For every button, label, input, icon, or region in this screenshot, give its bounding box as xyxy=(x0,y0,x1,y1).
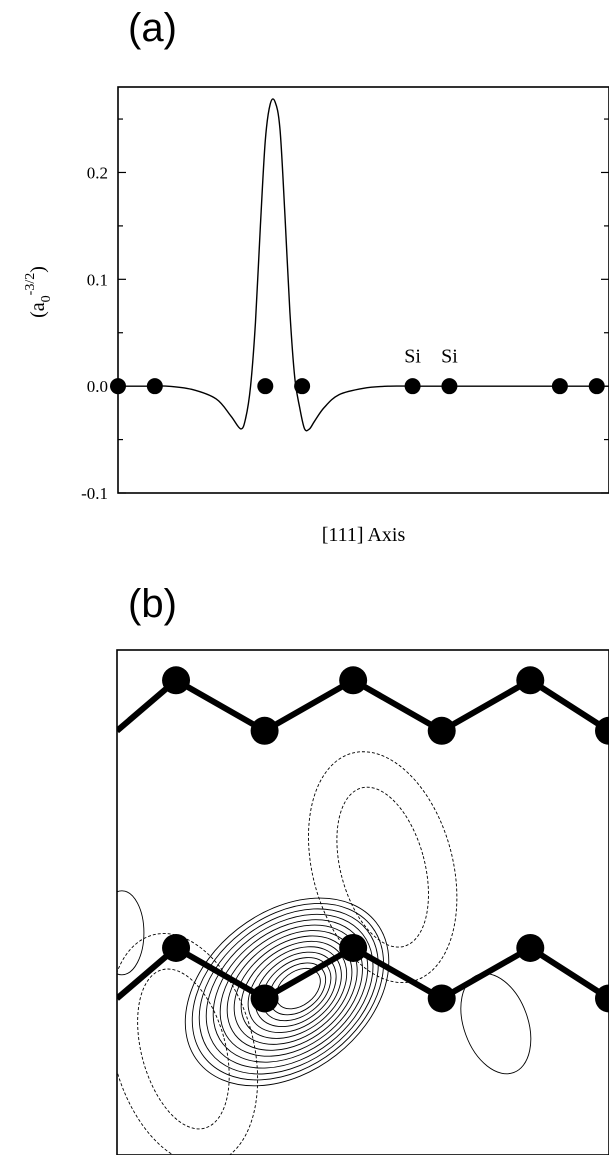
contour-negative xyxy=(336,786,429,948)
x-axis-label: [111] Axis xyxy=(322,524,406,546)
contour-positive xyxy=(460,973,532,1075)
atom-marker xyxy=(250,716,279,745)
atom-markers-b xyxy=(162,666,609,1013)
y-axis-label-sub: 0 xyxy=(39,295,54,302)
line-chart-a: -0.1 0.0 0.1 0.2 Si Si [111] Axis (a0-3/2) xyxy=(23,86,609,546)
contour-negative xyxy=(137,968,230,1130)
y-tick-labels: -0.1 0.0 0.1 0.2 xyxy=(81,163,108,503)
plot-frame xyxy=(117,86,609,494)
atom-markers xyxy=(110,378,605,395)
atom-marker xyxy=(257,378,274,395)
y-axis-label: (a0-3/2) xyxy=(23,266,54,318)
atom-marker xyxy=(551,378,568,395)
y-tick-label: 0.0 xyxy=(87,377,108,396)
atom-marker xyxy=(404,378,421,395)
atom-marker xyxy=(294,378,311,395)
panel-a-label: (a) xyxy=(128,6,177,50)
contour-negative xyxy=(117,933,259,1155)
contour-lines xyxy=(117,751,532,1155)
atom-marker xyxy=(595,716,609,745)
contour-positive xyxy=(226,930,358,1051)
atom-marker xyxy=(339,666,368,695)
atom-marker xyxy=(250,984,279,1013)
y-tick-label: 0.2 xyxy=(87,163,108,182)
contour-positive xyxy=(191,903,384,1081)
atom-marker xyxy=(595,984,609,1013)
atom-marker xyxy=(427,716,456,745)
y-axis-label-sup: -3/2 xyxy=(23,273,38,296)
contour-positive xyxy=(205,913,374,1069)
contour-negative xyxy=(308,751,458,984)
y-axis-label-open: (a xyxy=(27,302,49,318)
atom-marker xyxy=(162,933,191,962)
atom-marker xyxy=(146,378,163,395)
contour-positive xyxy=(212,919,369,1063)
y-tick-label: -0.1 xyxy=(81,484,108,503)
atom-marker xyxy=(339,933,368,962)
contour-positive xyxy=(198,908,379,1075)
atom-marker xyxy=(427,984,456,1013)
atom-marker xyxy=(162,666,191,695)
plot-frame-b xyxy=(116,649,609,1155)
annotation-si: Si xyxy=(441,346,458,368)
atom-marker xyxy=(441,378,458,395)
contour-positive xyxy=(184,897,390,1087)
contour-positive xyxy=(275,967,321,1010)
atom-marker xyxy=(516,933,545,962)
y-tick-label: 0.1 xyxy=(87,270,108,289)
atom-marker xyxy=(588,378,605,395)
wavefunction-line xyxy=(117,98,609,432)
panel-b-label: (b) xyxy=(128,582,177,626)
contour-positive xyxy=(117,890,145,976)
y-axis-label-close: ) xyxy=(27,266,49,273)
atom-marker xyxy=(516,666,545,695)
annotations: Si Si xyxy=(404,346,458,368)
annotation-si: Si xyxy=(404,346,421,368)
